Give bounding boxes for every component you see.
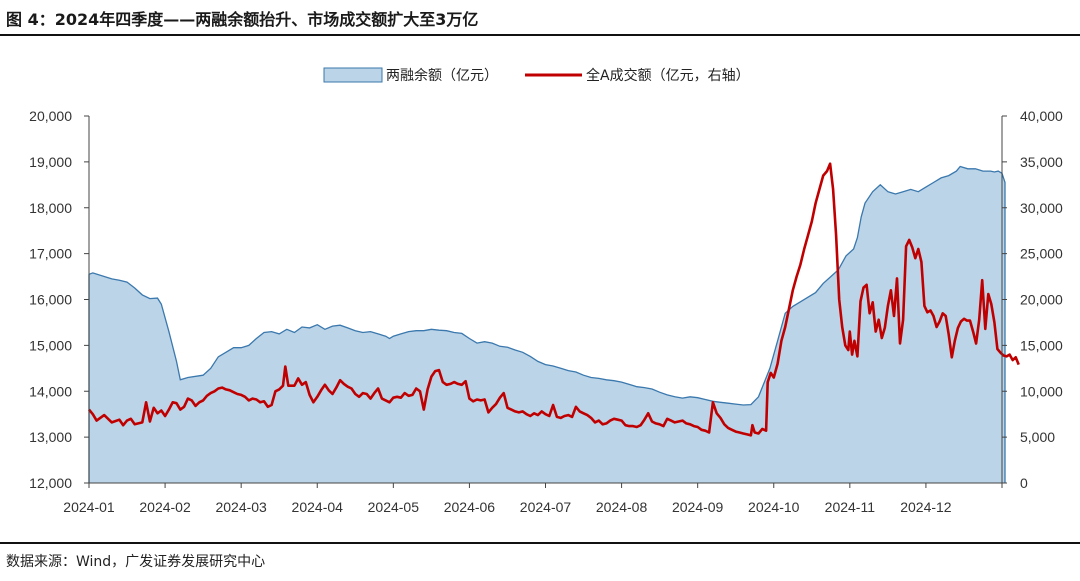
y-right-tick-label: 5,000 <box>1020 429 1055 445</box>
x-tick-label: 2024-09 <box>672 499 724 515</box>
series-margin-balance-outline <box>88 165 1006 483</box>
y-left-tick-label: 15,000 <box>29 337 72 353</box>
top-rule <box>0 34 1080 36</box>
series-turnover-line <box>87 162 1020 437</box>
y-right-tick-label: 20,000 <box>1020 292 1063 308</box>
figure-title: 图 4：2024年四季度——两融余额抬升、市场成交额扩大至3万亿 <box>6 10 479 29</box>
x-tick-label: 2024-06 <box>444 499 496 515</box>
x-tick-label: 2024-12 <box>900 499 952 515</box>
y-left-tick-label: 12,000 <box>29 475 72 491</box>
y-left-tick-label: 20,000 <box>29 108 72 124</box>
y-left-tick-label: 19,000 <box>29 154 72 170</box>
y-right-tick-label: 40,000 <box>1020 108 1063 124</box>
x-tick-label: 2024-11 <box>825 499 876 515</box>
y-right-tick-label: 15,000 <box>1020 337 1063 353</box>
y-left-tick-label: 16,000 <box>29 292 72 308</box>
y-left-tick-label: 17,000 <box>29 246 72 262</box>
y-right-tick-label: 35,000 <box>1020 154 1063 170</box>
y-left-tick-label: 18,000 <box>29 200 72 216</box>
x-tick-label: 2024-03 <box>215 499 267 515</box>
legend-label-margin-balance: 两融余额（亿元） <box>386 67 498 84</box>
legend-label-turnover: 全A成交额（亿元，右轴） <box>586 67 750 84</box>
bottom-rule <box>0 542 1080 544</box>
y-left-tick-label: 14,000 <box>29 383 72 399</box>
source-note: 数据来源：Wind，广发证券发展研究中心 <box>6 554 266 570</box>
x-tick-label: 2024-01 <box>63 499 115 515</box>
x-tick-label: 2024-08 <box>596 499 648 515</box>
y-right-tick-label: 25,000 <box>1020 246 1063 262</box>
axis-layer: 12,000 13,000 14,000 15,000 16,000 17,000 18,0… <box>29 108 1063 515</box>
x-tick-label: 2024-02 <box>139 499 191 515</box>
x-tick-label: 2024-07 <box>520 499 572 515</box>
legend-swatch-margin-balance <box>323 67 383 83</box>
x-tick-label: 2024-10 <box>748 499 800 515</box>
y-right-tick-label: 0 <box>1020 475 1028 491</box>
series-margin-balance-area <box>89 166 1005 483</box>
plot-layer <box>87 162 1020 483</box>
y-right-tick-label: 30,000 <box>1020 200 1063 216</box>
legend: 两融余额（亿元） 全A成交额（亿元，右轴） <box>323 67 750 84</box>
x-tick-label: 2024-04 <box>292 499 344 515</box>
y-right-tick-label: 10,000 <box>1020 383 1063 399</box>
y-left-tick-label: 13,000 <box>29 429 72 445</box>
x-tick-label: 2024-05 <box>368 499 420 515</box>
